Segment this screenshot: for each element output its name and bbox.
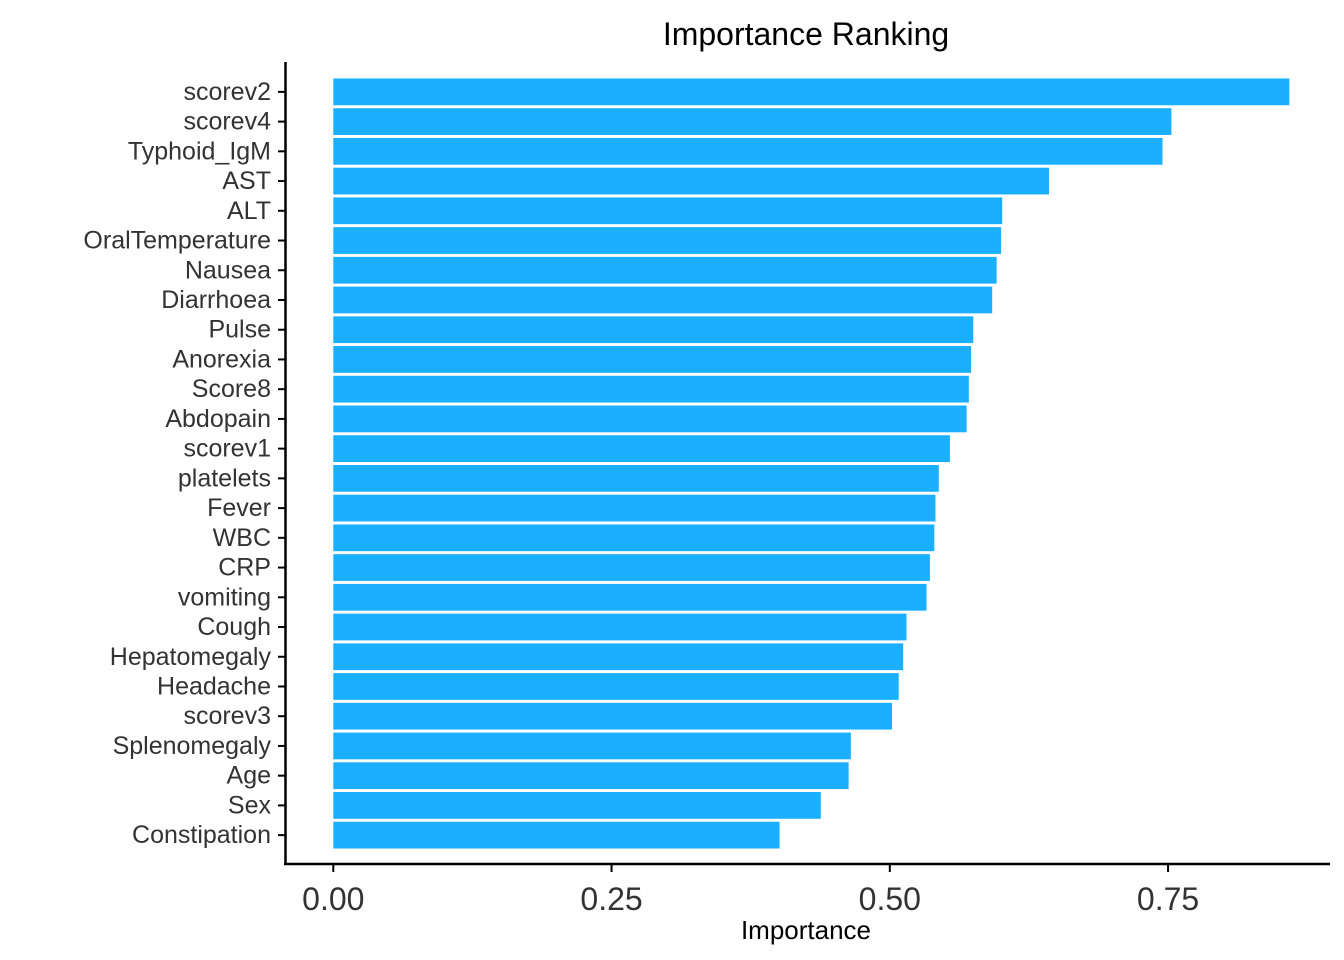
bar-scorev2 bbox=[333, 78, 1290, 106]
bar-Age bbox=[333, 762, 849, 790]
bar-WBC bbox=[333, 524, 935, 552]
y-label-Abdopain: Abdopain bbox=[165, 405, 271, 433]
bar-OralTemperature bbox=[333, 227, 1002, 254]
bar-Hepatomegaly bbox=[333, 643, 904, 671]
y-label-Age: Age bbox=[227, 762, 271, 790]
bar-Diarrhoea bbox=[333, 286, 993, 314]
bar-platelets bbox=[333, 464, 939, 492]
y-label-Typhoid_IgM: Typhoid_IgM bbox=[128, 137, 271, 165]
bar-Pulse bbox=[333, 316, 974, 344]
y-label-Cough: Cough bbox=[197, 613, 271, 641]
bar-Headache bbox=[333, 673, 899, 700]
x-tick-label-0.00: 0.00 bbox=[302, 881, 364, 917]
y-label-scorev4: scorev4 bbox=[183, 108, 271, 136]
y-label-Headache: Headache bbox=[157, 672, 271, 700]
bars-group bbox=[333, 78, 1290, 849]
bar-Cough bbox=[333, 613, 907, 641]
bar-Score8 bbox=[333, 375, 969, 403]
y-label-vomiting: vomiting bbox=[178, 583, 271, 611]
bar-Splenomegaly bbox=[333, 732, 851, 760]
chart-title: Importance Ranking bbox=[663, 16, 949, 52]
y-label-Diarrhoea: Diarrhoea bbox=[161, 286, 271, 314]
bar-Typhoid_IgM bbox=[333, 137, 1163, 165]
y-label-Nausea: Nausea bbox=[185, 256, 271, 284]
bar-CRP bbox=[333, 554, 930, 581]
bar-Sex bbox=[333, 792, 821, 819]
y-label-WBC: WBC bbox=[213, 524, 271, 552]
y-label-AST: AST bbox=[222, 167, 271, 195]
y-label-Anorexia: Anorexia bbox=[172, 345, 271, 373]
bar-scorev1 bbox=[333, 435, 950, 463]
bar-vomiting bbox=[333, 583, 927, 611]
y-label-scorev3: scorev3 bbox=[183, 702, 271, 730]
y-axis-labels: scorev2scorev4Typhoid_IgMASTALTOralTempe… bbox=[83, 78, 285, 849]
y-label-OralTemperature: OralTemperature bbox=[83, 227, 271, 255]
x-axis-title: Importance bbox=[741, 915, 871, 945]
y-label-Pulse: Pulse bbox=[208, 316, 271, 344]
bar-Fever bbox=[333, 494, 936, 522]
y-label-platelets: platelets bbox=[178, 464, 271, 492]
bar-AST bbox=[333, 167, 1049, 195]
bar-Nausea bbox=[333, 256, 997, 284]
bar-ALT bbox=[333, 197, 1003, 225]
y-label-Score8: Score8 bbox=[192, 375, 271, 403]
y-label-Splenomegaly: Splenomegaly bbox=[113, 732, 272, 760]
x-tick-label-0.50: 0.50 bbox=[859, 881, 921, 917]
y-label-Fever: Fever bbox=[207, 494, 271, 522]
y-label-CRP: CRP bbox=[218, 554, 271, 582]
y-label-Sex: Sex bbox=[228, 791, 272, 819]
bar-Anorexia bbox=[333, 346, 972, 373]
y-label-ALT: ALT bbox=[227, 197, 271, 225]
bar-scorev4 bbox=[333, 108, 1172, 135]
x-tick-label-0.75: 0.75 bbox=[1137, 881, 1199, 917]
y-label-Constipation: Constipation bbox=[132, 821, 271, 849]
bar-Abdopain bbox=[333, 405, 967, 433]
bar-scorev3 bbox=[333, 702, 893, 730]
y-label-scorev1: scorev1 bbox=[183, 435, 271, 463]
bar-Constipation bbox=[333, 821, 780, 849]
x-tick-label-0.25: 0.25 bbox=[580, 881, 642, 917]
y-label-scorev2: scorev2 bbox=[183, 78, 271, 106]
x-axis: 0.00 0.25 0.50 0.75 bbox=[302, 865, 1199, 917]
y-label-Hepatomegaly: Hepatomegaly bbox=[110, 643, 272, 671]
